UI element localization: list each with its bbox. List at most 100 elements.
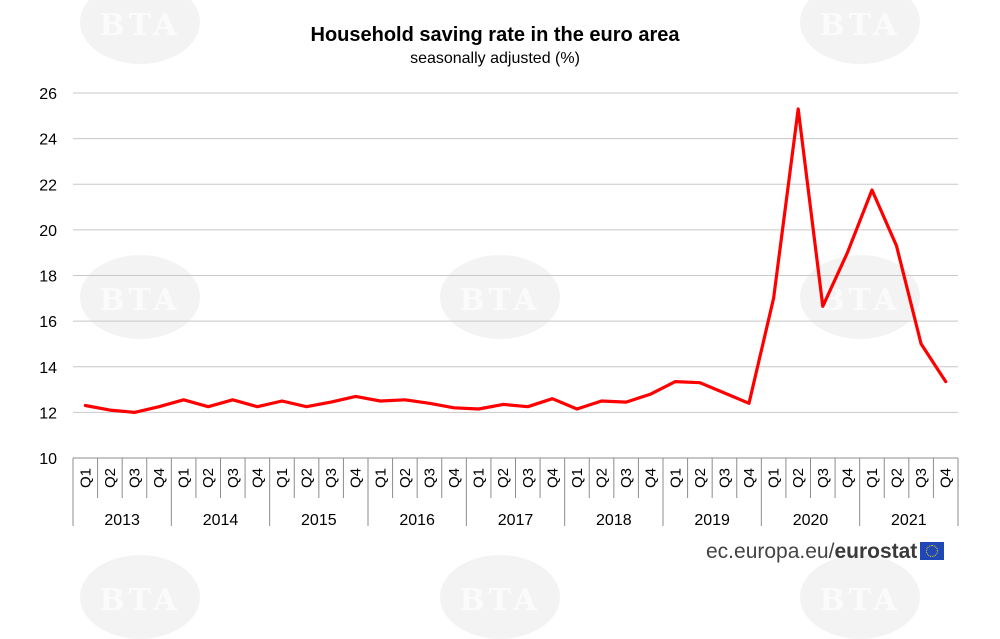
line-chart: 10 12 14 16 18 20 22 24 26 Q1 Q2 Q3 Q4 Q1 Q2 Q3 Q4 Q1 Q2 Q3…	[39, 86, 959, 529]
data-point	[649, 392, 652, 396]
quarter-label: Q4	[544, 468, 561, 488]
quarter-label: Q1	[667, 468, 684, 488]
y-tick-label: 18	[39, 269, 57, 286]
year-label: 2015	[301, 512, 337, 529]
year-label: 2020	[793, 512, 829, 529]
quarter-label: Q2	[594, 468, 611, 488]
watermark-logo	[440, 255, 560, 339]
data-point	[108, 408, 112, 412]
quarter-label: Q1	[766, 468, 783, 488]
year-label: 2014	[203, 512, 239, 529]
year-label: 2018	[596, 512, 632, 529]
y-tick-label: 16	[39, 314, 57, 331]
quarter-label: Q4	[643, 468, 660, 488]
data-point	[256, 405, 259, 408]
data-point	[551, 397, 554, 400]
data-point	[329, 400, 333, 404]
quarter-label: Q3	[913, 468, 930, 488]
y-tick-label: 20	[39, 223, 57, 240]
data-point	[502, 403, 505, 406]
data-point	[870, 188, 874, 192]
data-point	[821, 305, 824, 308]
quarter-label: Q2	[790, 468, 807, 488]
watermark-logo	[80, 255, 200, 339]
quarter-label: Q3	[225, 468, 242, 488]
data-point	[895, 244, 898, 248]
quarter-label: Q2	[692, 468, 709, 488]
year-label: 2017	[498, 512, 534, 529]
data-point	[379, 399, 382, 403]
quarter-label: Q4	[839, 468, 856, 488]
data-point	[207, 405, 210, 408]
data-point	[305, 405, 308, 408]
chart-subtitle: seasonally adjusted (%)	[410, 50, 580, 67]
quarter-label: Q1	[77, 468, 94, 488]
data-point	[674, 380, 677, 383]
data-point	[133, 411, 136, 414]
quarter-label: Q2	[299, 468, 316, 488]
data-point	[575, 407, 579, 411]
watermark-logo	[80, 0, 200, 64]
year-label: 2016	[399, 512, 435, 529]
year-label: 2019	[694, 512, 730, 529]
quarter-label: Q2	[495, 468, 512, 488]
data-point	[182, 398, 185, 402]
quarter-label: Q1	[274, 468, 291, 488]
data-point	[919, 342, 923, 346]
data-point	[403, 398, 407, 402]
watermark-logo	[800, 255, 920, 339]
quarter-label: Q4	[151, 468, 168, 488]
data-point	[723, 391, 726, 395]
quarter-label: Q4	[741, 468, 758, 488]
year-label: 2021	[891, 512, 927, 529]
data-point	[846, 251, 849, 254]
data-point	[428, 402, 431, 405]
data-point	[157, 405, 161, 408]
y-tick-label: 26	[39, 86, 57, 103]
quarter-label: Q3	[421, 468, 438, 488]
eurostat-brand: eurostat	[834, 540, 918, 563]
quarter-label: Q3	[323, 468, 340, 488]
data-point	[944, 380, 947, 383]
quarter-label: Q1	[471, 468, 488, 488]
quarter-label: Q3	[815, 468, 832, 488]
data-point	[797, 107, 800, 111]
quarter-label: Q2	[102, 468, 119, 488]
y-tick-label: 12	[39, 405, 57, 422]
data-point	[280, 399, 284, 403]
quarter-label: Q3	[126, 468, 143, 488]
source-credit: ec.europa.eu/eurostat	[706, 540, 945, 564]
data-point	[354, 395, 357, 398]
quarter-label: Q2	[397, 468, 414, 488]
quarter-label: Q1	[372, 468, 389, 488]
data-point	[698, 381, 702, 384]
quarter-label: Q1	[569, 468, 586, 488]
quarter-label: Q4	[938, 468, 955, 488]
quarter-label: Q3	[520, 468, 537, 488]
quarter-label: Q4	[249, 468, 266, 488]
series-line	[83, 107, 948, 414]
quarter-label: Q4	[446, 468, 463, 488]
quarter-label: Q2	[889, 468, 906, 488]
y-tick-label: 14	[39, 360, 57, 377]
quarter-label: Q3	[716, 468, 733, 488]
data-point	[600, 399, 603, 403]
data-point	[747, 402, 751, 405]
chart-title: Household saving rate in the euro area	[310, 24, 680, 46]
quarter-label: Q1	[864, 468, 881, 488]
y-tick-label: 24	[39, 132, 57, 149]
data-point	[84, 404, 87, 407]
year-label: 2013	[104, 512, 140, 529]
data-point	[452, 406, 456, 410]
data-point	[526, 405, 529, 408]
source-url: ec.europa.eu/	[706, 540, 835, 563]
y-tick-label: 22	[39, 177, 57, 194]
data-point	[624, 400, 628, 404]
quarter-label: Q4	[348, 468, 365, 488]
data-point	[772, 297, 775, 300]
eu-flag-icon	[920, 542, 945, 560]
quarter-label: Q3	[618, 468, 635, 488]
y-tick-label: 10	[39, 451, 57, 468]
quarter-label: Q1	[176, 468, 193, 488]
quarter-label: Q2	[200, 468, 217, 488]
